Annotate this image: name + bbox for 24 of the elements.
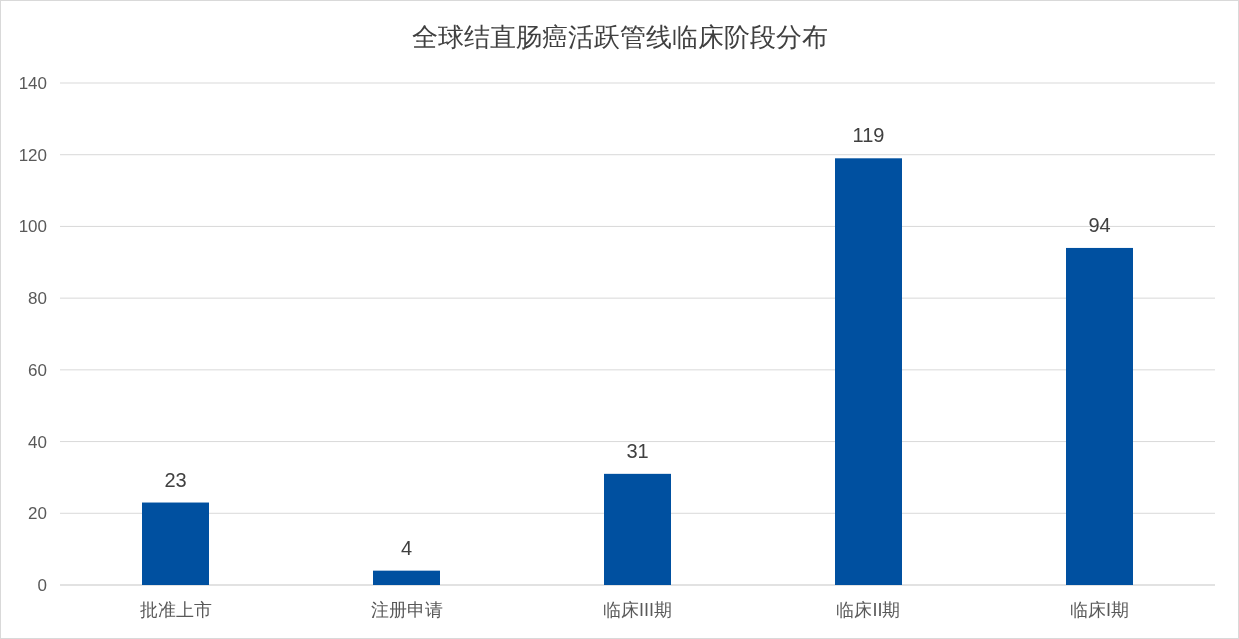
x-tick-label: 批准上市 bbox=[139, 600, 212, 620]
y-tick-label: 120 bbox=[18, 145, 47, 165]
data-label: 119 bbox=[852, 124, 885, 147]
data-label: 94 bbox=[1088, 213, 1111, 236]
x-tick-label: 临床II期 bbox=[836, 600, 901, 620]
bar bbox=[1066, 247, 1133, 585]
y-tick-label: 20 bbox=[28, 504, 47, 524]
data-label: 31 bbox=[626, 439, 649, 462]
x-tick-label: 临床I期 bbox=[1069, 600, 1130, 620]
x-tick-label: 临床III期 bbox=[602, 600, 673, 620]
bar bbox=[835, 158, 902, 585]
y-tick-label: 40 bbox=[28, 432, 47, 452]
x-tick-label: 注册申请 bbox=[370, 600, 443, 620]
y-tick-label: 80 bbox=[28, 289, 47, 309]
y-tick-label: 100 bbox=[18, 217, 47, 237]
bar bbox=[142, 502, 209, 585]
y-tick-label: 0 bbox=[37, 576, 47, 595]
data-label: 23 bbox=[164, 468, 187, 491]
y-tick-label: 140 bbox=[18, 74, 47, 93]
bar bbox=[373, 570, 440, 585]
chart-title: 全球结直肠癌活跃管线临床阶段分布 bbox=[411, 22, 828, 52]
y-tick-label: 60 bbox=[28, 360, 47, 380]
bar bbox=[604, 473, 671, 585]
data-label: 4 bbox=[400, 536, 413, 559]
